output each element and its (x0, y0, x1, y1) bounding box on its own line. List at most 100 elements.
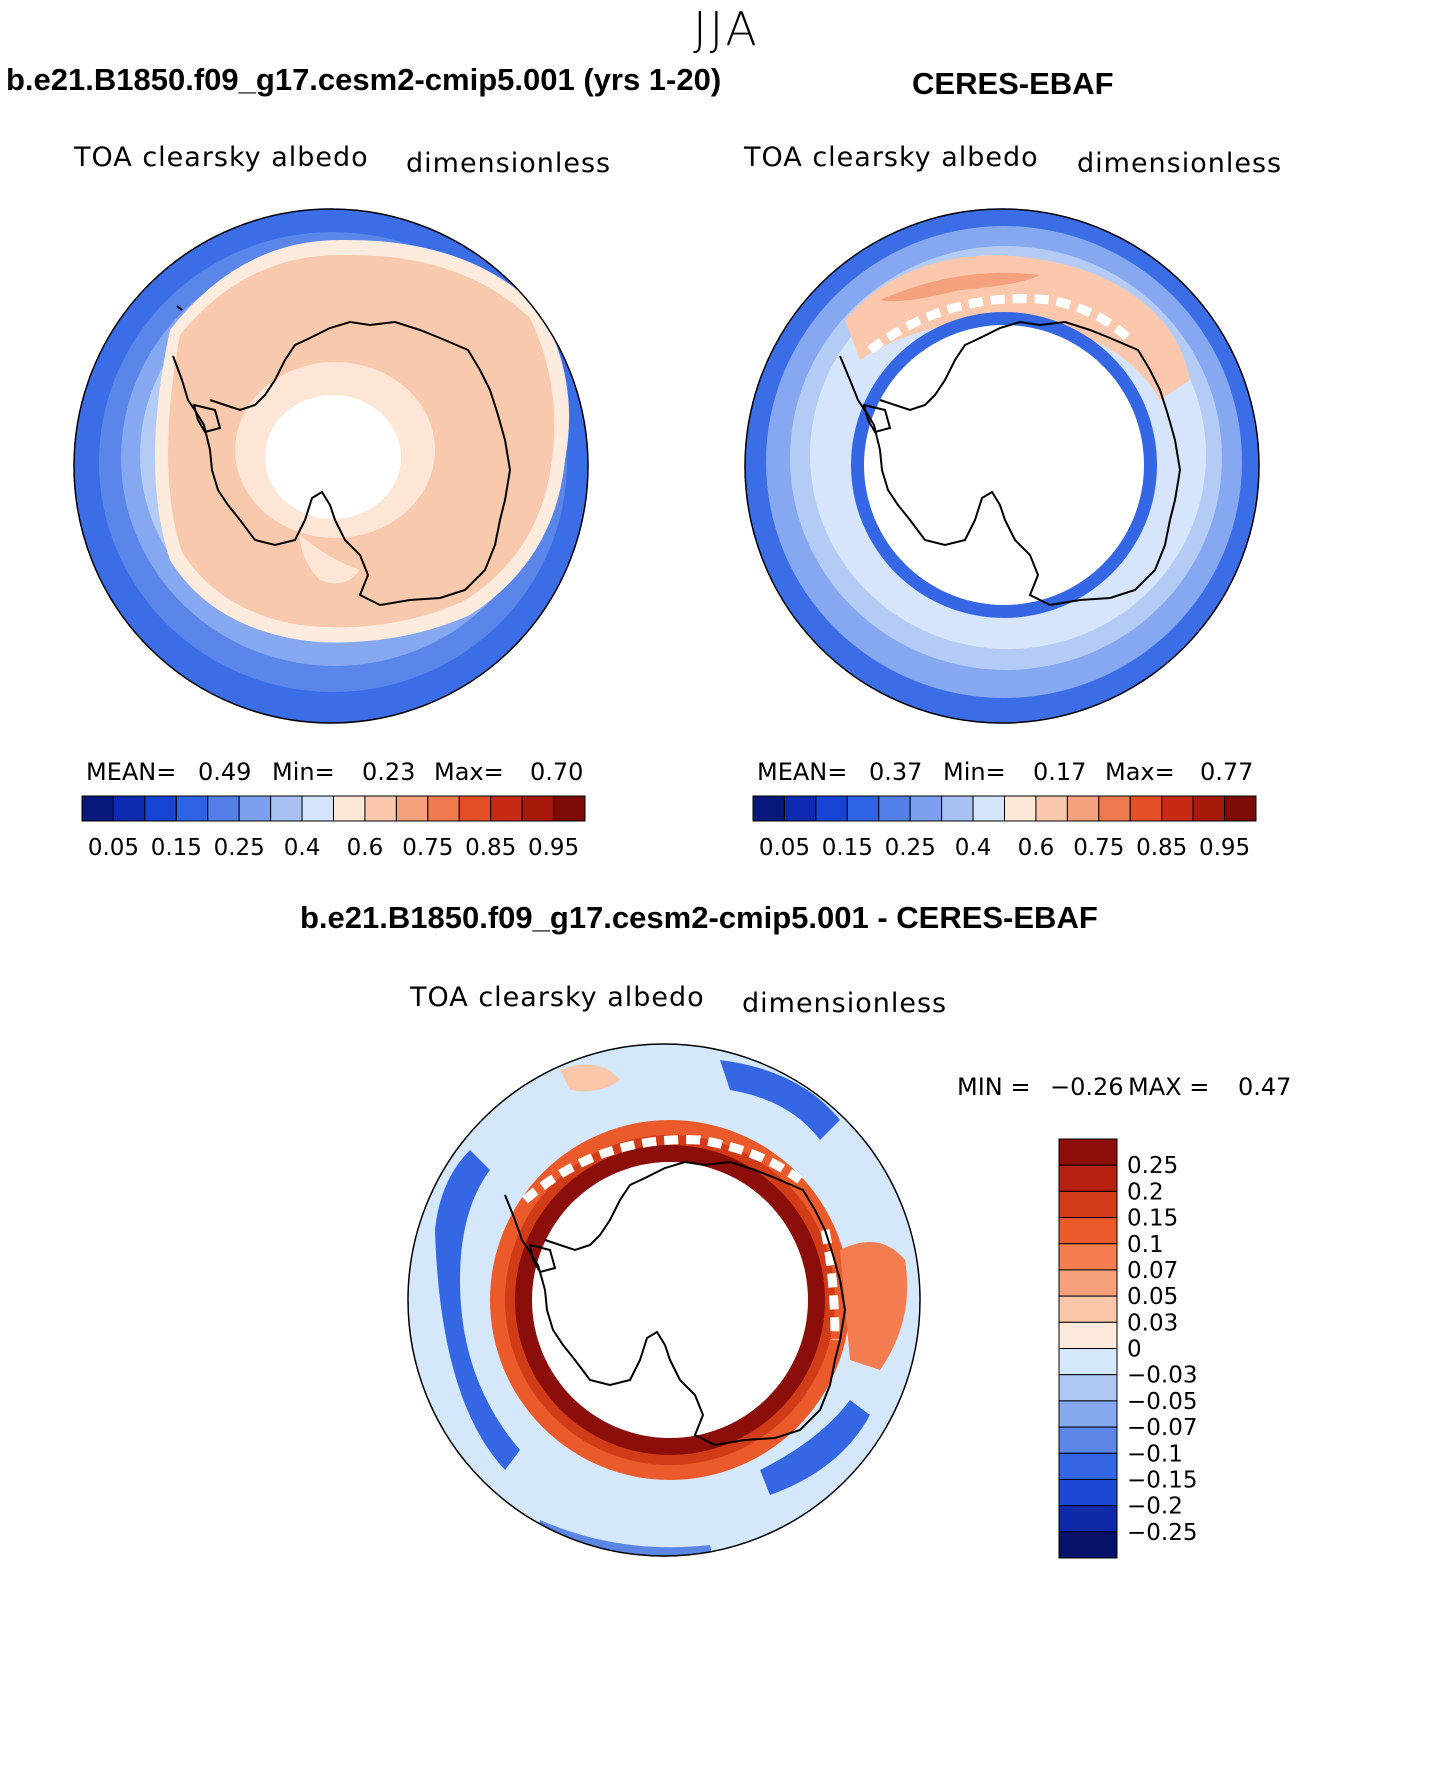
obs-antarctica-coastline (839, 320, 1182, 607)
obs-max-value: 0.77 (1200, 758, 1254, 786)
obs-colorbar-swatch (941, 795, 974, 822)
diff-map-border (407, 1043, 921, 1557)
obs-mean-label: MEAN= (757, 758, 848, 786)
model-max-value: 0.70 (530, 758, 584, 786)
diff-colorbar-label: 0.1 (1127, 1232, 1164, 1258)
model-panel-title: b.e21.B1850.f09_g17.cesm2-cmip5.001 (yrs… (6, 62, 722, 97)
model-colorbar-swatch (270, 795, 303, 822)
obs-colorbar-label: 0.4 (955, 835, 992, 861)
model-colorbar-swatch (144, 795, 177, 822)
diff-colorbar-swatch (1058, 1400, 1118, 1428)
diff-colorbar-swatch (1058, 1505, 1118, 1533)
model-colorbar-swatch (112, 795, 146, 822)
model-colorbar-swatch (395, 795, 429, 822)
obs-colorbar-swatch (783, 795, 817, 822)
model-colorbar-swatch (521, 795, 555, 822)
model-colorbar-label: 0.75 (402, 835, 453, 861)
model-colorbar-swatch (175, 795, 209, 822)
diff-colorbar-label: −0.05 (1127, 1389, 1197, 1415)
obs-colorbar-swatch (815, 795, 848, 822)
model-antarctica-coastline (172, 305, 512, 607)
model-colorbar-label: 0.85 (465, 835, 516, 861)
obs-colorbar-label: 0.75 (1073, 835, 1124, 861)
obs-mean-value: 0.37 (869, 758, 923, 786)
obs-colorbar-swatch (1161, 795, 1194, 822)
obs-colorbar-swatch (1004, 795, 1037, 822)
model-colorbar-label: 0.95 (528, 835, 579, 861)
diff-units-label: dimensionless (742, 988, 948, 1019)
diff-colorbar-swatch (1058, 1269, 1118, 1297)
obs-panel-title: CERES-EBAF (912, 66, 1114, 101)
model-variable-label: TOA clearsky albedo (74, 142, 369, 173)
diff-colorbar-swatch (1058, 1531, 1118, 1559)
obs-colorbar-swatch (1066, 795, 1100, 822)
model-colorbar: 0.05 0.15 0.25 0.4 0.6 0.75 0.85 0.95 (81, 795, 586, 861)
diff-colorbar-label: 0.2 (1127, 1179, 1164, 1205)
diff-max-label: MAX = (1128, 1073, 1210, 1101)
model-colorbar-swatch (458, 795, 492, 822)
diff-colorbar-swatch (1058, 1452, 1118, 1480)
diff-colorbar-label: −0.03 (1127, 1363, 1197, 1389)
obs-colorbar: 0.05 0.15 0.25 0.4 0.6 0.75 0.85 0.95 (752, 795, 1257, 861)
obs-units-label: dimensionless (1077, 148, 1283, 179)
model-colorbar-swatch (553, 795, 586, 822)
model-colorbar-swatch (427, 795, 460, 822)
obs-colorbar-swatch (1129, 795, 1163, 822)
model-mean-value: 0.49 (198, 758, 252, 786)
obs-colorbar-swatch (752, 795, 785, 822)
diff-colorbar-label: −0.1 (1127, 1441, 1183, 1467)
model-colorbar-swatch (301, 795, 334, 822)
diff-colorbar-label: 0.03 (1127, 1310, 1178, 1336)
obs-colorbar-swatch (909, 795, 943, 822)
diff-colorbar-label: 0 (1127, 1337, 1142, 1363)
obs-map-border (744, 208, 1260, 724)
obs-min-label: Min= (943, 758, 1006, 786)
diff-colorbar-swatch (1058, 1321, 1118, 1349)
obs-colorbar-swatch (878, 795, 911, 822)
diff-colorbar-label: −0.25 (1127, 1520, 1197, 1546)
diff-colorbar-swatch (1058, 1374, 1118, 1402)
diff-colorbar-label: −0.07 (1127, 1415, 1197, 1441)
model-colorbar-label: 0.05 (88, 835, 139, 861)
model-colorbar-swatch (364, 795, 397, 822)
model-colorbar-swatch (238, 795, 272, 822)
diff-colorbar-label: 0.15 (1127, 1206, 1178, 1232)
obs-colorbar-label: 0.05 (759, 835, 810, 861)
diff-colorbar-swatch (1058, 1348, 1118, 1376)
diff-colorbar-label: −0.15 (1127, 1467, 1197, 1493)
diff-colorbar-swatch (1058, 1478, 1118, 1507)
obs-colorbar-label: 0.95 (1199, 835, 1250, 861)
diff-min-label: MIN = (957, 1073, 1031, 1101)
obs-max-label: Max= (1105, 758, 1175, 786)
model-colorbar-label: 0.15 (151, 835, 202, 861)
diff-antarctica-coastline (504, 1160, 847, 1447)
obs-colorbar-swatch (1192, 795, 1226, 822)
diff-panel-title: b.e21.B1850.f09_g17.cesm2-cmip5.001 - CE… (300, 900, 1098, 935)
diff-colorbar: 0.250.20.150.10.070.050.030−0.03−0.05−0.… (1058, 1138, 1197, 1559)
model-map-border (73, 208, 589, 724)
obs-colorbar-label: 0.85 (1136, 835, 1187, 861)
obs-colorbar-label: 0.15 (822, 835, 873, 861)
diff-variable-label: TOA clearsky albedo (410, 982, 705, 1013)
obs-min-value: 0.17 (1033, 758, 1087, 786)
diff-colorbar-label: −0.2 (1127, 1494, 1183, 1520)
model-colorbar-label: 0.4 (284, 835, 321, 861)
diff-max-value: 0.47 (1238, 1073, 1292, 1101)
diff-colorbar-swatch (1058, 1295, 1118, 1323)
model-colorbar-swatch (490, 795, 523, 822)
obs-colorbar-swatch (1035, 795, 1068, 822)
diff-colorbar-swatch (1058, 1138, 1118, 1166)
model-colorbar-swatch (207, 795, 240, 822)
model-max-label: Max= (434, 758, 504, 786)
diff-colorbar-swatch (1058, 1164, 1118, 1192)
diff-colorbar-swatch (1058, 1426, 1118, 1454)
model-polar-map (74, 209, 588, 723)
diff-colorbar-swatch (1058, 1243, 1118, 1271)
model-min-label: Min= (272, 758, 335, 786)
obs-colorbar-swatch (1224, 795, 1257, 822)
obs-colorbar-label: 0.6 (1018, 835, 1055, 861)
model-colorbar-label: 0.6 (347, 835, 384, 861)
diff-colorbar-swatch (1058, 1190, 1118, 1219)
diff-colorbar-label: 0.05 (1127, 1284, 1178, 1310)
model-min-value: 0.23 (362, 758, 416, 786)
